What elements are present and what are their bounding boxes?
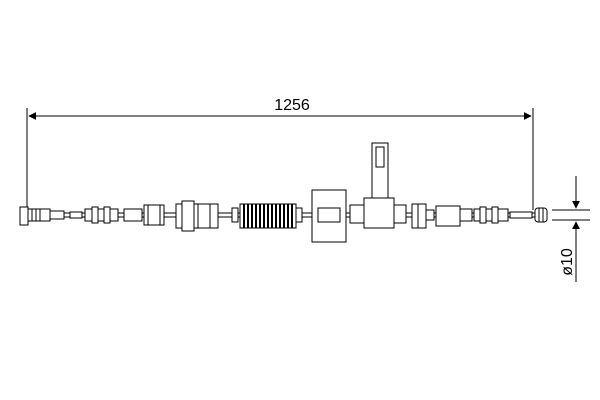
mounting-bracket [349,142,407,229]
sleeve-right [411,203,473,229]
sleeve-left [175,200,219,232]
corrugated-boot [231,203,303,229]
length-label: 1256 [274,97,310,114]
length-dimension [26,108,534,210]
right-end-fitting [534,207,548,223]
central-block [311,189,347,243]
right-conduit [473,206,533,224]
left-conduit [69,204,165,226]
diameter-label: ø10 [559,248,576,276]
cable [19,142,548,243]
left-end-fitting [19,206,65,226]
diameter-dimension [552,176,590,282]
